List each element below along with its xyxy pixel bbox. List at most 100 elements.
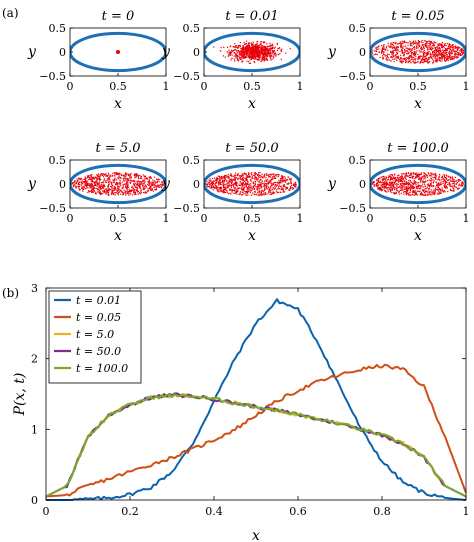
particle <box>144 176 146 178</box>
particle <box>388 186 390 188</box>
particle <box>254 45 256 47</box>
particle <box>403 54 405 56</box>
particle <box>269 189 271 191</box>
particle <box>224 191 227 194</box>
particle <box>294 185 296 188</box>
particle <box>120 174 123 176</box>
particle <box>235 57 237 59</box>
particle <box>392 52 394 54</box>
particle <box>442 52 444 54</box>
particle <box>418 175 420 178</box>
particle <box>292 183 295 186</box>
particle <box>381 189 383 191</box>
particle <box>434 57 436 59</box>
particle <box>453 178 455 180</box>
particle <box>251 52 253 55</box>
particle <box>238 55 240 57</box>
particle <box>436 57 438 59</box>
particle <box>425 54 427 56</box>
particle <box>403 58 405 60</box>
particle <box>263 60 265 62</box>
particle <box>107 172 110 174</box>
particle <box>446 42 449 45</box>
particle <box>110 182 113 184</box>
particle <box>246 54 248 56</box>
particle <box>433 51 435 54</box>
particle <box>435 42 437 44</box>
particle <box>250 42 252 44</box>
particle <box>135 189 138 192</box>
particle <box>148 184 150 186</box>
particle <box>387 178 389 180</box>
particle <box>280 185 282 187</box>
particle <box>376 183 378 185</box>
particle <box>265 46 267 48</box>
particle <box>414 43 416 45</box>
particle-cloud <box>116 50 120 54</box>
particle <box>259 176 261 178</box>
particle <box>444 184 446 186</box>
particle <box>423 40 425 42</box>
particle <box>392 51 394 53</box>
particle <box>258 45 260 47</box>
particle <box>232 184 234 186</box>
particle <box>226 184 228 186</box>
particle <box>391 45 393 48</box>
particle <box>419 62 421 64</box>
particle <box>254 173 256 176</box>
particle <box>154 186 156 188</box>
particle <box>438 56 440 59</box>
particle <box>246 192 249 194</box>
particle <box>241 194 243 196</box>
particle <box>386 187 388 189</box>
particle <box>152 179 154 181</box>
particle <box>217 180 219 182</box>
particle <box>446 186 448 189</box>
particle <box>273 47 275 49</box>
particle <box>450 57 452 59</box>
particle <box>413 61 415 63</box>
particle <box>130 173 132 175</box>
y-tick-label: 1 <box>31 423 38 436</box>
particle <box>388 184 390 186</box>
particle <box>427 49 429 51</box>
particle <box>384 49 386 51</box>
particle <box>94 192 96 195</box>
particle <box>92 191 95 193</box>
particle <box>440 181 442 183</box>
particle <box>379 181 381 184</box>
particle <box>147 188 149 190</box>
particle <box>394 173 396 175</box>
particle <box>120 174 123 176</box>
particle <box>408 187 410 189</box>
particle <box>252 55 254 58</box>
particle <box>390 56 392 59</box>
particle <box>404 191 407 193</box>
particle <box>243 180 246 182</box>
particle <box>157 184 159 186</box>
particle <box>266 187 268 189</box>
particle <box>408 51 410 54</box>
particle <box>111 184 113 186</box>
particle <box>122 193 124 196</box>
particle <box>250 178 252 181</box>
particle <box>451 180 454 183</box>
particle <box>441 187 443 189</box>
particle <box>448 57 450 59</box>
particle <box>231 182 233 184</box>
particle <box>384 54 386 56</box>
particle <box>154 182 156 184</box>
particle <box>261 54 263 56</box>
particle <box>422 186 424 188</box>
particle <box>437 49 440 51</box>
particle <box>434 173 436 176</box>
particle <box>98 189 100 191</box>
x-tick-label: 0 <box>43 505 50 518</box>
particle <box>396 185 398 187</box>
particle <box>264 57 266 59</box>
particle <box>401 189 403 191</box>
particle <box>245 55 247 57</box>
particle <box>118 172 120 174</box>
particle <box>401 62 403 64</box>
particle <box>110 185 112 188</box>
